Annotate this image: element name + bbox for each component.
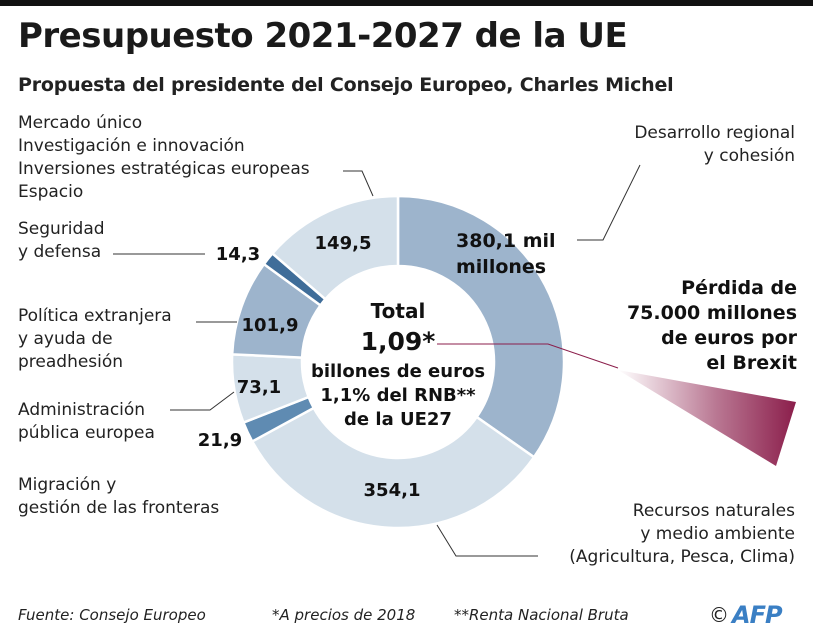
label-mercado-line: Inversiones estratégicas europeas	[18, 159, 310, 179]
label-recursos-line: Recursos naturales	[632, 501, 795, 521]
label-seguridad-line: Seguridad	[18, 219, 105, 239]
label-politica-line: Política extranjera	[18, 306, 172, 326]
donut-slice-1	[250, 406, 536, 530]
label-mercado-line: Mercado único	[18, 113, 143, 133]
brexit-annotation: Pérdida de 75.000 millones de euros por …	[627, 276, 797, 376]
label-desarrollo: Desarrollo regional y cohesión	[634, 122, 795, 168]
leader-recursos	[436, 524, 538, 557]
label-administracion: Administración pública europea	[18, 399, 155, 445]
value-desarrollo-1: 380,1 mil	[456, 230, 556, 252]
value-politica: 101,9	[242, 315, 299, 336]
label-desarrollo-line: y cohesión	[703, 146, 795, 166]
footer-source: Fuente: Consejo Europeo	[18, 606, 206, 624]
leader-brexit	[437, 343, 619, 369]
footer-note-gni: **Renta Nacional Bruta	[454, 606, 629, 624]
center-unit: billones de euros	[311, 361, 485, 382]
chart-title: Presupuesto 2021-2027 de la UE	[18, 16, 628, 56]
center-gni: 1,1% del RNB**	[320, 385, 476, 406]
value-migracion: 21,9	[198, 430, 242, 451]
brexit-line: 75.000 millones	[626, 302, 797, 324]
label-seguridad: Seguridad y defensa	[18, 218, 105, 264]
value-recursos: 354,1	[364, 480, 421, 501]
brexit-line: Pérdida de	[681, 277, 797, 299]
label-recursos: Recursos naturales y medio ambiente (Agr…	[569, 500, 795, 569]
label-administracion-line: Administración	[18, 400, 146, 420]
label-migracion-line: gestión de las fronteras	[18, 498, 220, 518]
label-desarrollo-line: Desarrollo regional	[634, 123, 795, 143]
donut-slice-6	[270, 194, 400, 301]
leader-administracion	[170, 391, 235, 411]
brexit-line: el Brexit	[706, 352, 797, 374]
center-eu27: de la UE27	[344, 409, 452, 430]
value-administracion: 73,1	[237, 377, 281, 398]
label-migracion: Migración y gestión de las fronteras	[18, 474, 219, 520]
value-mercado: 149,5	[315, 233, 372, 254]
label-recursos-line: (Agricultura, Pesca, Clima)	[569, 547, 795, 567]
label-migracion-line: Migración y	[18, 475, 117, 495]
label-mercado: Mercado único Investigación e innovación…	[18, 112, 310, 204]
brexit-wedge	[618, 370, 796, 466]
label-seguridad-line: y defensa	[18, 242, 102, 262]
label-politica-line: y ayuda de	[18, 329, 113, 349]
label-mercado-line: Investigación e innovación	[18, 136, 245, 156]
label-administracion-line: pública europea	[18, 423, 155, 443]
afp-logo: AFP	[732, 601, 783, 629]
center-total: Total	[371, 299, 426, 323]
value-desarrollo-2: millones	[456, 256, 546, 278]
center-amount: 1,09*	[361, 327, 436, 356]
label-mercado-line: Espacio	[18, 182, 84, 202]
brexit-line: de euros por	[661, 327, 797, 349]
donut-slice-0	[396, 194, 566, 459]
leader-mercado	[343, 170, 374, 197]
chart-subtitle: Propuesta del presidente del Consejo Eur…	[18, 74, 674, 96]
label-politica-line: preadhesión	[18, 352, 124, 372]
value-seguridad: 14,3	[216, 244, 260, 265]
label-recursos-line: y medio ambiente	[640, 524, 795, 544]
footer-note-prices: *A precios de 2018	[272, 606, 416, 624]
leader-desarrollo	[577, 164, 641, 241]
copyright-symbol: ©	[709, 603, 729, 627]
top-bar	[0, 0, 813, 6]
label-politica: Política extranjera y ayuda de preadhesi…	[18, 305, 172, 374]
